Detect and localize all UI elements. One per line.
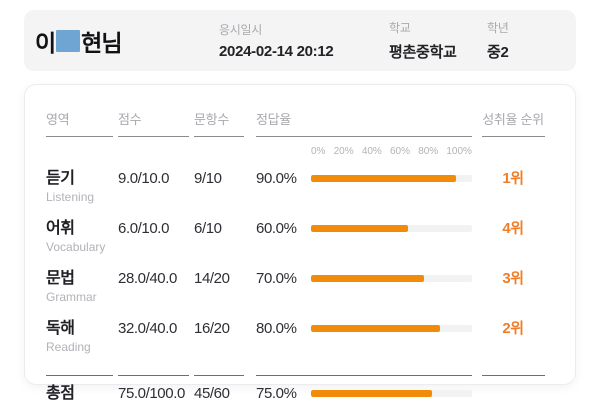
rate-bar-track bbox=[311, 225, 472, 232]
field-test-datetime-label: 응시일시 bbox=[219, 23, 262, 37]
column-header-rate: 정답율 bbox=[256, 109, 472, 137]
score-value: 32.0/40.0 bbox=[118, 320, 177, 337]
rate-bar-fill bbox=[311, 275, 424, 282]
items-value: 6/10 bbox=[194, 220, 222, 237]
field-test-datetime: 응시일시 2024-02-14 20:12 bbox=[219, 21, 389, 60]
rank-badge: 4위 bbox=[502, 220, 524, 237]
score-report-card: 영역 점수 문항수 정답율 성취율 순위 0% 20% 40% 60% 80% … bbox=[24, 84, 576, 402]
rate-value: 90.0% bbox=[256, 170, 297, 187]
table-header-row: 영역 점수 문항수 정답율 성취율 순위 bbox=[46, 109, 568, 137]
name-redaction-box bbox=[56, 29, 81, 52]
table-row-total: 총점 75.0/100.0 45/60 75.0% bbox=[46, 384, 568, 403]
axis-tick-60: 60% bbox=[390, 146, 411, 157]
total-score-value: 75.0/100.0 bbox=[118, 385, 185, 402]
area-label: 어휘 bbox=[46, 220, 75, 237]
total-rate-value: 75.0% bbox=[256, 385, 297, 402]
field-school-value: 평촌중학교 bbox=[389, 44, 457, 61]
column-header-area: 영역 bbox=[46, 109, 118, 137]
axis-tick-0: 0% bbox=[311, 146, 326, 157]
table-row-reading: 독해 Reading 32.0/40.0 16/20 80.0% 2위 bbox=[46, 319, 568, 360]
items-value: 9/10 bbox=[194, 170, 222, 187]
axis-tick-20: 20% bbox=[333, 146, 354, 157]
rank-badge: 2위 bbox=[502, 320, 524, 337]
student-name: 이 현님 bbox=[35, 24, 219, 58]
student-header-bar: 이 현님 응시일시 2024-02-14 20:12 학교 평촌중학교 학년 중… bbox=[24, 10, 576, 71]
axis-tick-40: 40% bbox=[361, 146, 382, 157]
bar-axis: 0% 20% 40% 60% 80% 100% bbox=[311, 146, 472, 157]
total-divider bbox=[46, 363, 568, 376]
rate-value: 80.0% bbox=[256, 320, 297, 337]
table-row-grammar: 문법 Grammar 28.0/40.0 14/20 70.0% 3위 bbox=[46, 269, 568, 310]
rate-bar-fill bbox=[311, 225, 408, 232]
score-value: 28.0/40.0 bbox=[118, 270, 177, 287]
field-grade: 학년 중2 bbox=[487, 19, 509, 62]
area-label: 듣기 bbox=[46, 170, 75, 187]
column-header-items: 문항수 bbox=[194, 109, 256, 137]
total-rate-bar-fill bbox=[311, 390, 432, 397]
total-rate-bar-track bbox=[311, 390, 472, 397]
axis-tick-100: 100% bbox=[446, 146, 472, 157]
table-row-listening: 듣기 Listening 9.0/10.0 9/10 90.0% 1위 bbox=[46, 169, 568, 210]
area-label: 독해 bbox=[46, 320, 75, 337]
field-school: 학교 평촌중학교 bbox=[389, 19, 487, 62]
total-label: 총점 bbox=[46, 385, 75, 402]
rate-bar-fill bbox=[311, 325, 440, 332]
rate-bar-track bbox=[311, 325, 472, 332]
field-test-datetime-value: 2024-02-14 20:12 bbox=[219, 43, 334, 60]
axis-tick-80: 80% bbox=[418, 146, 439, 157]
student-name-prefix: 이 bbox=[35, 29, 56, 56]
area-label-en: Reading bbox=[46, 340, 91, 354]
area-label: 문법 bbox=[46, 270, 75, 287]
area-label-en: Grammar bbox=[46, 290, 97, 304]
column-header-rank: 성취율 순위 bbox=[481, 109, 545, 137]
score-value: 9.0/10.0 bbox=[118, 170, 170, 187]
area-label-en: Listening bbox=[46, 190, 95, 204]
items-value: 14/20 bbox=[194, 270, 230, 287]
rate-value: 60.0% bbox=[256, 220, 297, 237]
rate-bar-track bbox=[311, 275, 472, 282]
field-school-label: 학교 bbox=[389, 21, 411, 35]
rate-bar-fill bbox=[311, 175, 456, 182]
rate-bar-track bbox=[311, 175, 472, 182]
total-items-value: 45/60 bbox=[194, 385, 230, 402]
rank-badge: 1위 bbox=[502, 170, 524, 187]
rate-value: 70.0% bbox=[256, 270, 297, 287]
field-grade-label: 학년 bbox=[487, 21, 509, 35]
items-value: 16/20 bbox=[194, 320, 230, 337]
rank-badge: 3위 bbox=[502, 270, 524, 287]
area-label-en: Vocabulary bbox=[46, 240, 106, 254]
student-name-suffix: 현님 bbox=[81, 29, 122, 56]
column-header-score: 점수 bbox=[118, 109, 194, 137]
field-grade-value: 중2 bbox=[487, 44, 509, 61]
table-row-vocabulary: 어휘 Vocabulary 6.0/10.0 6/10 60.0% 4위 bbox=[46, 219, 568, 260]
score-value: 6.0/10.0 bbox=[118, 220, 170, 237]
